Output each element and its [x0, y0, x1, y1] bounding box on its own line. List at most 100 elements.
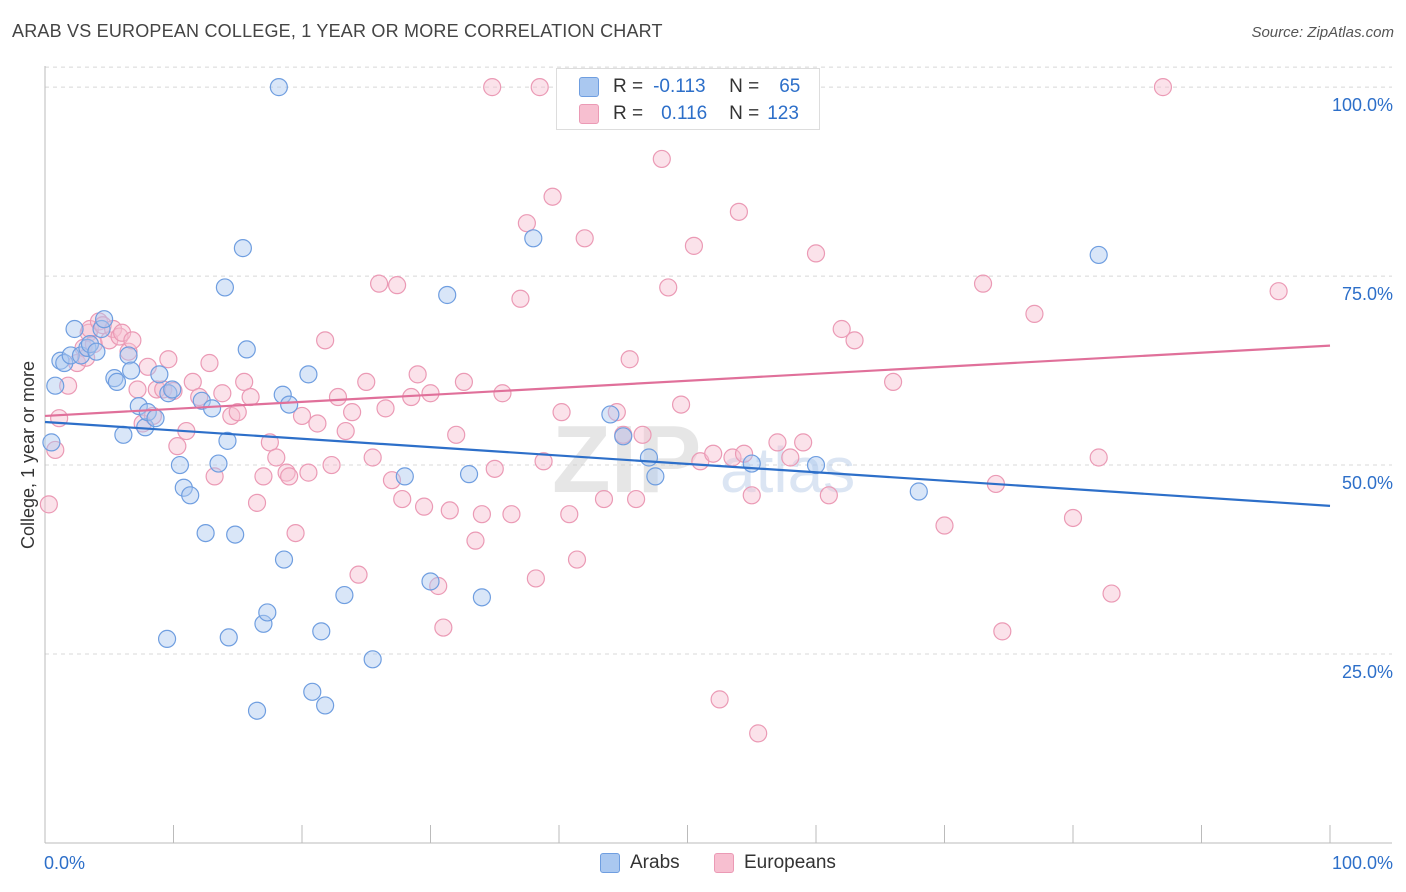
europeans-point — [292, 406, 312, 426]
europeans-point — [472, 505, 491, 524]
europeans-point — [454, 372, 474, 392]
europeans-point — [59, 376, 78, 395]
europeans-point — [254, 467, 273, 486]
arabs-point — [150, 365, 169, 384]
legend-europeans-swatch — [714, 853, 734, 873]
arabs-swatch — [579, 77, 599, 97]
europeans-point — [794, 433, 813, 452]
europeans-point — [493, 384, 512, 403]
arabs-r-value: -0.113 — [653, 76, 706, 97]
legend-item-arabs[interactable]: Arabs — [600, 852, 680, 874]
europeans-point — [466, 531, 485, 550]
arabs-point — [639, 448, 659, 467]
y-tick-label: 50.0% — [1342, 473, 1393, 493]
europeans-point — [200, 353, 219, 373]
arabs-point — [42, 433, 61, 452]
arabs-point — [459, 465, 479, 484]
arabs-n-value: 65 — [779, 76, 801, 97]
europeans-point — [883, 372, 903, 392]
arabs-point — [524, 229, 543, 248]
arabs-point — [312, 622, 331, 641]
stats-box: R = -0.113 N = 65 R = 0.116 N = 123 — [556, 68, 820, 130]
y-tick-label: 75.0% — [1342, 284, 1393, 304]
europeans-point — [626, 489, 646, 509]
arabs-r-label: R = — [613, 76, 644, 97]
arabs-point — [614, 427, 633, 446]
arabs-point — [1089, 245, 1108, 265]
europeans-point — [485, 459, 504, 478]
arabs-point — [247, 701, 267, 720]
europeans-point — [502, 505, 521, 524]
chart-title: ARAB VS EUROPEAN COLLEGE, 1 YEAR OR MORE… — [12, 21, 663, 41]
europeans-point — [704, 444, 723, 463]
europeans-point — [308, 414, 327, 433]
x-tick-label-max: 100.0% — [1332, 853, 1393, 873]
europeans-point — [1153, 78, 1173, 97]
europeans-point — [387, 276, 407, 295]
europeans-point — [316, 331, 335, 350]
europeans-point — [935, 516, 954, 535]
arabs-point — [909, 482, 928, 501]
europeans-point — [652, 149, 671, 169]
arabs-point — [146, 409, 165, 428]
arabs-point — [269, 78, 288, 97]
europeans-point — [370, 274, 389, 293]
europeans-point — [575, 229, 594, 248]
arabs-point — [87, 342, 106, 361]
europeans-point — [781, 448, 800, 467]
arabs-point — [254, 614, 273, 633]
arabs-point — [218, 431, 237, 450]
arabs-point — [55, 353, 74, 373]
europeans-point — [376, 399, 395, 418]
europeans-point — [534, 452, 553, 471]
europeans-point — [1063, 508, 1083, 528]
europeans-points — [39, 78, 1288, 743]
europeans-point — [393, 489, 412, 509]
arabs-point — [215, 278, 234, 297]
europeans-point — [267, 448, 286, 467]
europeans-point — [483, 78, 502, 97]
europeans-point — [768, 433, 787, 452]
europeans-point — [168, 437, 187, 456]
europeans-point — [684, 236, 704, 255]
europeans-point — [280, 467, 299, 486]
europeans-point — [633, 425, 652, 444]
arabs-point — [237, 340, 256, 359]
arabs-point — [303, 682, 322, 701]
arabs-point — [65, 319, 84, 339]
grid-lines — [45, 66, 1392, 655]
europeans-point — [363, 448, 382, 467]
europeans-point — [440, 501, 459, 520]
arabs-point — [438, 285, 457, 305]
europeans-swatch — [579, 104, 599, 124]
europeans-point — [299, 463, 318, 482]
arabs-point — [395, 467, 414, 486]
x-tick-labels: 0.0% 100.0% — [44, 853, 1393, 873]
arabs-point — [646, 467, 665, 486]
europeans-point — [729, 202, 749, 221]
europeans-point — [328, 387, 348, 407]
europeans-point — [414, 497, 434, 516]
trend-lines — [44, 344, 1331, 507]
arabs-point — [46, 376, 65, 395]
x-tick-label-min: 0.0% — [44, 853, 85, 873]
europeans-point — [742, 486, 761, 505]
europeans-point — [228, 403, 247, 422]
europeans-point — [530, 78, 549, 97]
legend-item-europeans[interactable]: Europeans — [714, 852, 836, 874]
arabs-point — [363, 650, 382, 669]
europeans-point — [213, 384, 232, 403]
europeans-point — [749, 724, 768, 743]
arabs-point — [80, 335, 100, 354]
arabs-point — [219, 628, 238, 647]
europeans-point — [434, 618, 453, 637]
arabs-point — [119, 346, 138, 365]
arabs-point — [280, 395, 299, 414]
arabs-point — [299, 365, 318, 384]
europeans-point — [286, 523, 305, 543]
europeans-point — [247, 493, 267, 512]
europeans-point — [1269, 282, 1288, 301]
europeans-n-label: N = — [729, 103, 760, 124]
chart-source: Source: ZipAtlas.com — [1251, 24, 1394, 41]
